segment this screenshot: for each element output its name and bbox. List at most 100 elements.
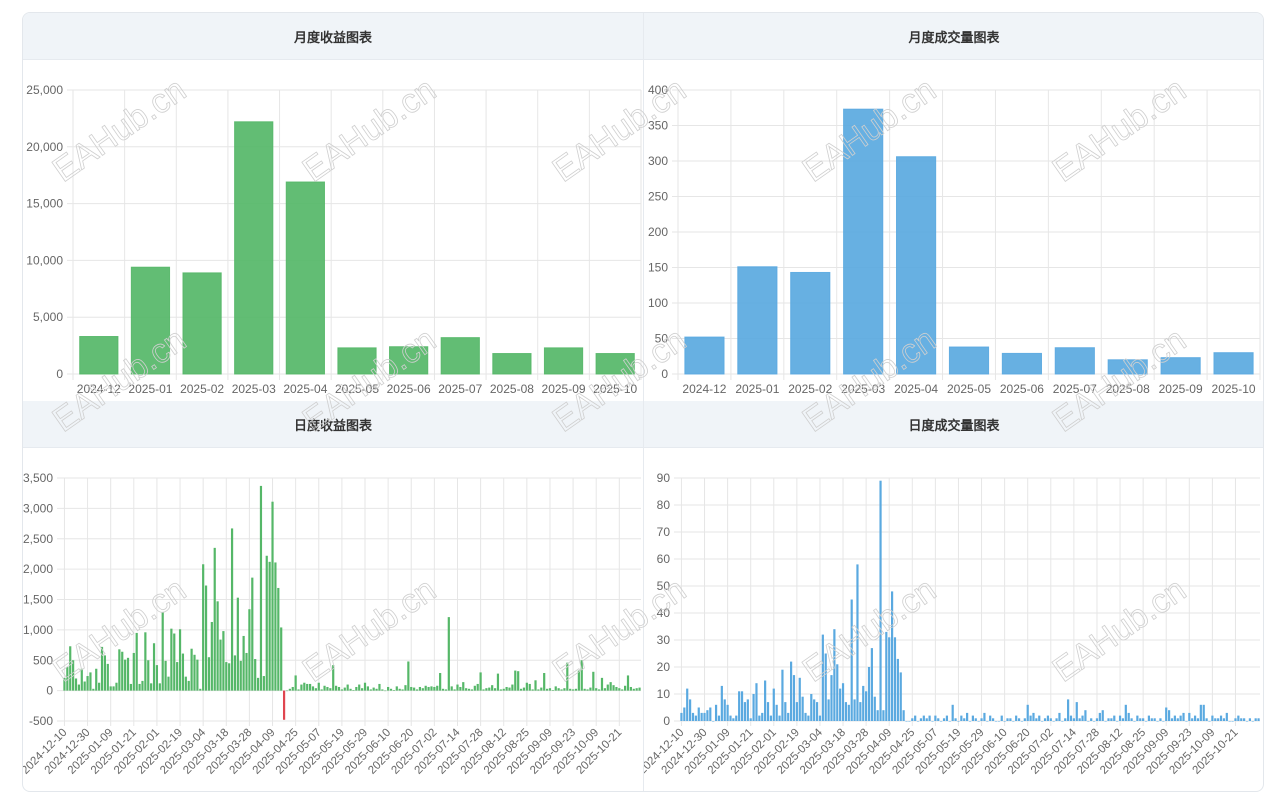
bar bbox=[914, 715, 917, 721]
bar bbox=[74, 678, 78, 691]
bar bbox=[1127, 712, 1130, 721]
bar bbox=[850, 599, 853, 721]
bar bbox=[951, 704, 954, 721]
bar bbox=[1245, 721, 1249, 722]
bar bbox=[395, 686, 398, 691]
bar bbox=[890, 591, 894, 721]
bar bbox=[919, 718, 923, 721]
x-tick-label: 2025-10 bbox=[1212, 382, 1256, 396]
bar bbox=[746, 699, 749, 721]
bar bbox=[1101, 710, 1104, 721]
x-tick-label: 2025-08 bbox=[1106, 382, 1150, 396]
bar bbox=[470, 689, 474, 691]
bar bbox=[1026, 704, 1029, 721]
bar bbox=[277, 587, 280, 691]
bar bbox=[525, 682, 528, 691]
bar bbox=[798, 677, 801, 721]
bar bbox=[769, 715, 772, 721]
bar bbox=[603, 688, 606, 691]
bar bbox=[1012, 721, 1015, 722]
y-tick-label: 30 bbox=[657, 633, 671, 647]
bar bbox=[106, 663, 109, 691]
bar bbox=[1055, 718, 1058, 721]
bar bbox=[551, 690, 554, 691]
y-tick-label: 1,500 bbox=[23, 593, 53, 607]
bar bbox=[548, 688, 552, 691]
bar bbox=[1150, 718, 1153, 721]
bar bbox=[424, 685, 427, 691]
bar bbox=[957, 721, 960, 722]
bar bbox=[375, 688, 378, 691]
bar bbox=[1213, 352, 1254, 375]
bar bbox=[1162, 721, 1165, 722]
bar bbox=[129, 683, 133, 691]
bar bbox=[268, 561, 271, 691]
bar bbox=[928, 715, 931, 721]
bar bbox=[265, 555, 268, 691]
bar bbox=[245, 652, 248, 691]
bar bbox=[600, 677, 604, 691]
bar bbox=[1251, 721, 1254, 722]
bar bbox=[86, 676, 89, 691]
y-tick-label: 0 bbox=[46, 684, 53, 698]
bar bbox=[439, 673, 442, 691]
bar bbox=[966, 712, 969, 721]
bar bbox=[841, 683, 845, 721]
bar bbox=[937, 718, 940, 721]
bar bbox=[818, 715, 822, 721]
bar bbox=[997, 721, 1000, 722]
bar bbox=[1087, 721, 1090, 722]
bar bbox=[306, 683, 309, 691]
monthly-revenue-chart: 0 5,000 10,000 15,000 20,000 25,000 2024-12 202… bbox=[26, 83, 642, 396]
daily-revenue-panel: 日度收益图表 -500 0 500 1,000 1,500 2,000 2,500 3,000… bbox=[23, 401, 643, 791]
bar bbox=[1196, 718, 1200, 721]
bar bbox=[531, 689, 534, 691]
bar bbox=[303, 682, 306, 691]
bar bbox=[83, 681, 86, 691]
bar bbox=[314, 688, 317, 691]
bar bbox=[960, 715, 963, 721]
x-tick-label: 2025-05 bbox=[335, 382, 379, 396]
bar bbox=[963, 718, 966, 721]
bar bbox=[1058, 712, 1061, 721]
bar bbox=[210, 621, 213, 691]
bar bbox=[735, 715, 738, 721]
bar bbox=[615, 686, 618, 691]
bar bbox=[1237, 715, 1240, 721]
bar bbox=[404, 685, 407, 691]
x-tick-label: 2025-09 bbox=[542, 382, 586, 396]
bar bbox=[196, 659, 199, 691]
bar bbox=[517, 671, 520, 691]
bar bbox=[905, 721, 908, 722]
bar bbox=[761, 712, 764, 721]
bar bbox=[381, 689, 384, 691]
daily-revenue-chart: -50005001,0001,5002,0002,5003,0003,50020… bbox=[23, 471, 641, 777]
bar bbox=[343, 687, 346, 691]
y-tick-label: 0 bbox=[56, 367, 63, 381]
bar bbox=[1199, 704, 1202, 721]
x-tick-label: 2025-06 bbox=[1000, 382, 1044, 396]
bar bbox=[1176, 718, 1179, 721]
bar bbox=[317, 682, 320, 691]
panel-title: 月度收益图表 bbox=[23, 13, 643, 60]
bar bbox=[618, 688, 621, 691]
bar bbox=[199, 688, 202, 691]
bar bbox=[543, 673, 546, 691]
bar bbox=[444, 689, 448, 691]
bar bbox=[285, 181, 325, 375]
bar bbox=[248, 609, 251, 691]
bar bbox=[103, 655, 107, 691]
bar bbox=[1038, 715, 1041, 721]
bar bbox=[182, 272, 222, 375]
bar bbox=[1159, 718, 1162, 721]
bar bbox=[202, 564, 205, 691]
bar bbox=[1072, 718, 1075, 721]
bar bbox=[1054, 347, 1095, 375]
bar bbox=[790, 271, 831, 375]
x-tick-label: 2025-09 bbox=[1159, 382, 1203, 396]
bar bbox=[714, 704, 718, 721]
bar bbox=[571, 689, 575, 691]
bar bbox=[597, 689, 601, 691]
bar bbox=[807, 715, 810, 721]
bar bbox=[586, 689, 589, 691]
